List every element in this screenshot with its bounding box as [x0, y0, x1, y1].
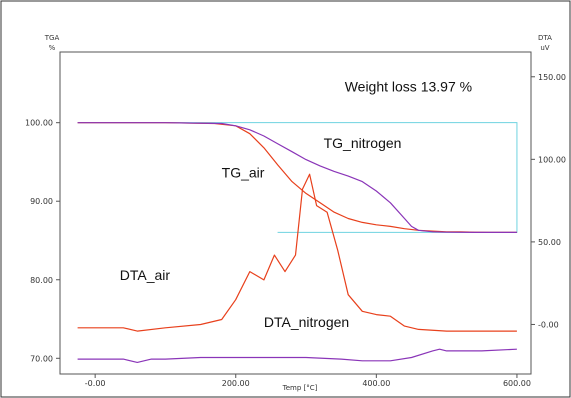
y-right-tick-label-1: 50.00	[538, 238, 561, 247]
annotation-3: DTA_air	[120, 267, 171, 283]
annotation-1: TG_nitrogen	[324, 135, 402, 151]
x-tick-label-3: 600.00	[503, 379, 531, 388]
annotation-4: DTA_nitrogen	[264, 314, 349, 330]
x-tick-label-0: -0.00	[85, 379, 106, 388]
annotation-0: Weight loss 13.97 %	[345, 78, 472, 94]
y-left-tick-label-1: 80.00	[30, 276, 53, 285]
y-right-tick-label-0: -0.00	[538, 320, 559, 329]
annotation-2: TG_air	[222, 165, 265, 181]
y-left-tick-label-0: 70.00	[30, 354, 53, 363]
x-axis-label: Temp [°C]	[282, 384, 318, 392]
x-tick-label-1: 200.00	[222, 379, 250, 388]
y-left-label-line-1: TGA	[44, 34, 60, 42]
series-line-dta-air	[77, 173, 517, 332]
plot-area-frame	[59, 51, 532, 375]
series-line-dta-nitrogen	[77, 348, 517, 363]
weight-loss-box	[77, 122, 518, 233]
y-right-label-line-2: uV	[540, 44, 549, 52]
y-left-label-line-2: %	[49, 44, 56, 52]
y-right-label-line-1: DTA	[538, 34, 552, 42]
y-left-tick-label-3: 100.00	[25, 119, 53, 128]
series-line-tg-nitrogen	[77, 122, 517, 233]
y-right-tick-label-3: 150.00	[538, 73, 566, 82]
x-tick-label-2: 400.00	[362, 379, 390, 388]
y-right-tick-label-2: 100.00	[538, 155, 566, 164]
y-left-tick-label-2: 90.00	[30, 197, 53, 206]
